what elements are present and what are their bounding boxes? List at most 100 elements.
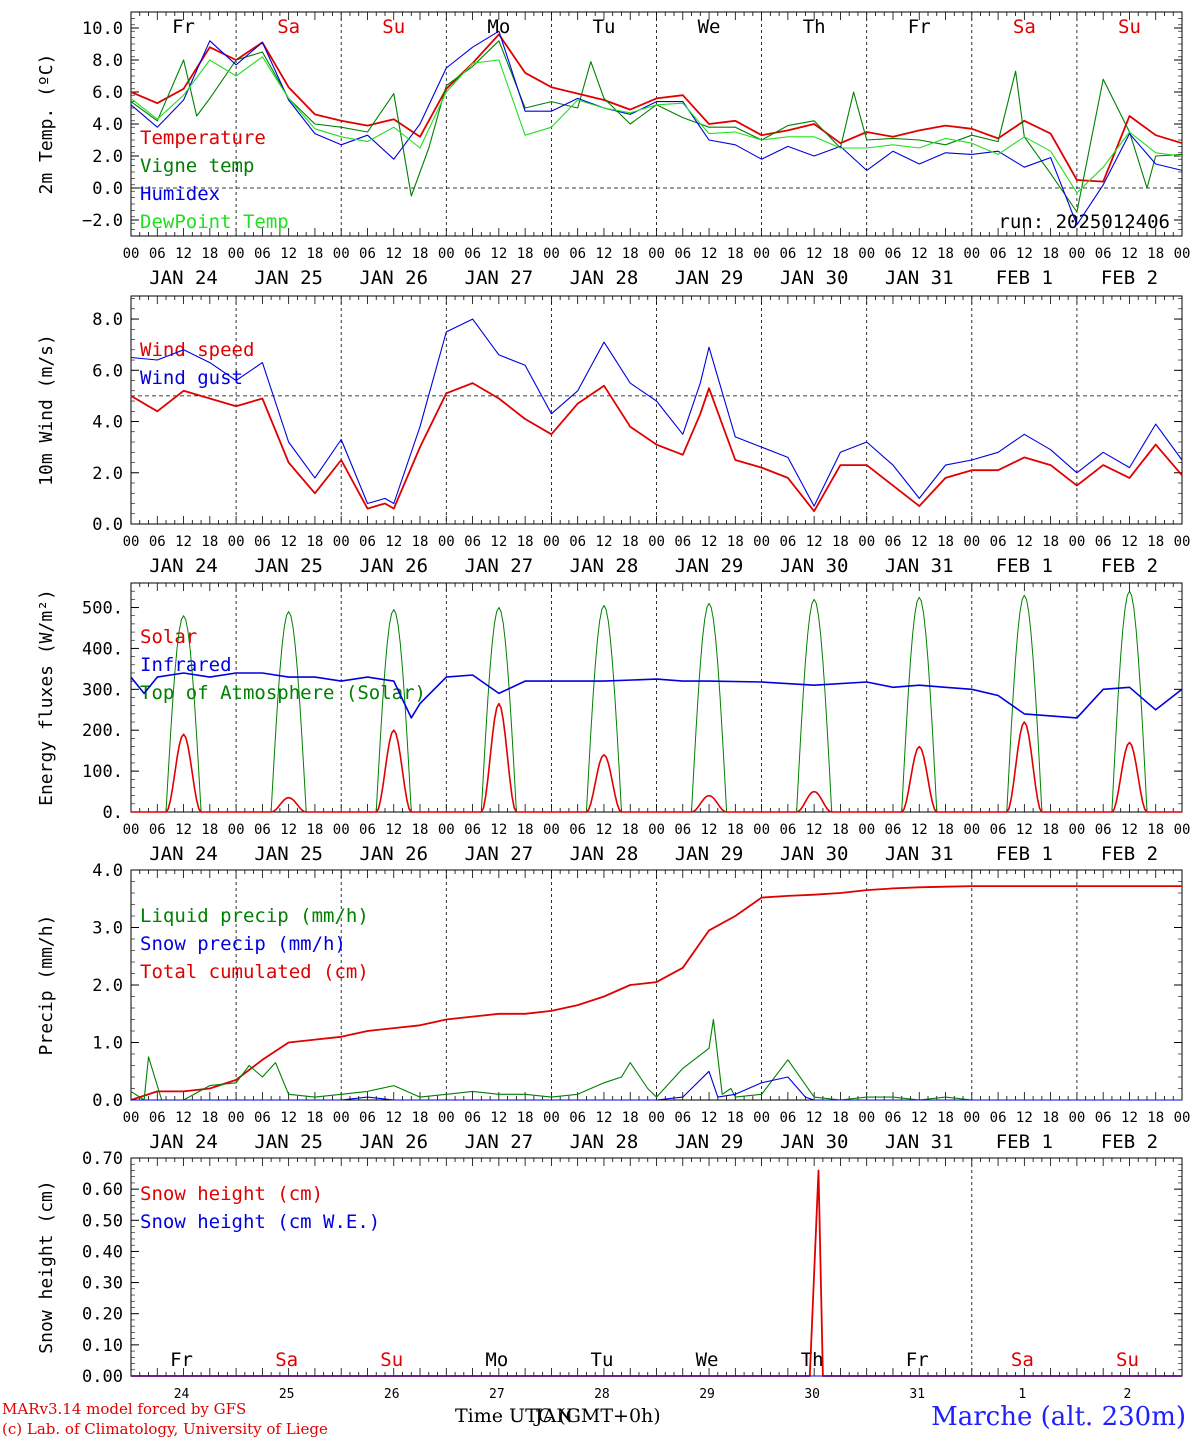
x-day-number: 31 xyxy=(909,1387,925,1402)
x-hour-label: 06 xyxy=(1095,822,1112,838)
x-hour-label: 00 xyxy=(1174,1110,1191,1126)
y-tick-label: 0.70 xyxy=(82,1149,123,1169)
x-day-number: 24 xyxy=(174,1387,190,1402)
y-tick-label: 0.10 xyxy=(82,1336,123,1356)
y-tick-label: 0.40 xyxy=(82,1242,123,1262)
x-hour-label: 06 xyxy=(990,822,1007,838)
legend-entry: Infrared xyxy=(140,654,232,676)
x-day-number: 1 xyxy=(1018,1387,1026,1402)
x-hour-label: 12 xyxy=(596,822,613,838)
x-day-label: JAN 27 xyxy=(465,555,534,577)
y-tick-label: −2.0 xyxy=(82,211,123,231)
weekday-label: Su xyxy=(380,1349,403,1371)
x-day-label: JAN 30 xyxy=(780,1131,849,1153)
x-hour-label: 00 xyxy=(438,534,455,550)
x-hour-label: 00 xyxy=(228,246,245,262)
x-hour-label: 18 xyxy=(1147,1110,1164,1126)
x-hour-label: 12 xyxy=(806,1110,823,1126)
x-hour-label: 12 xyxy=(1121,246,1138,262)
panel-3: 0. 100. 200. 300. 400. 500. Energy fluxes (W/m… xyxy=(36,582,1190,865)
x-hour-label: 18 xyxy=(412,534,429,550)
legend-entry: Total cumulated (cm) xyxy=(140,961,369,983)
legend-entry: Temperature xyxy=(140,127,266,149)
x-day-number: 25 xyxy=(279,1387,295,1402)
x-hour-label: 06 xyxy=(569,822,586,838)
series-liquid-precip-mm-h- xyxy=(130,1018,1182,1101)
x-day-label: FEB 1 xyxy=(996,555,1053,577)
y-axis-label: Precip (mm/h) xyxy=(36,915,57,1056)
x-hour-label: 06 xyxy=(569,1110,586,1126)
x-hour-label: 00 xyxy=(1174,534,1191,550)
x-hour-label: 18 xyxy=(412,822,429,838)
x-hour-label: 18 xyxy=(727,822,744,838)
x-hour-label: 12 xyxy=(280,822,297,838)
legend-entry: Snow height (cm W.E.) xyxy=(140,1211,380,1233)
x-hour-label: 12 xyxy=(701,1110,718,1126)
x-hour-label: 12 xyxy=(911,1110,928,1126)
x-day-label: JAN 29 xyxy=(675,843,744,865)
y-axis-label: 10m Wind (m/s) xyxy=(36,334,57,486)
x-day-label: JAN 25 xyxy=(254,267,323,289)
y-tick-label: 0.00 xyxy=(82,1367,123,1387)
series-temperature xyxy=(130,33,1183,183)
y-tick-label: 200. xyxy=(82,721,123,741)
y-tick-label: 6.0 xyxy=(92,361,123,381)
x-hour-label: 00 xyxy=(333,1110,350,1126)
x-hour-label: 18 xyxy=(517,822,534,838)
x-hour-label: 00 xyxy=(228,534,245,550)
x-day-label: FEB 2 xyxy=(1101,555,1158,577)
x-day-label: FEB 2 xyxy=(1101,843,1158,865)
x-hour-label: 06 xyxy=(1095,1110,1112,1126)
x-hour-label: 00 xyxy=(963,246,980,262)
x-hour-label: 12 xyxy=(490,246,507,262)
panel-5: 0.00 0.10 0.20 0.30 0.40 0.50 0.60 0.70 Snow hei… xyxy=(36,1149,1183,1402)
series-total-cumulated-cm- xyxy=(130,885,1182,1101)
x-day-label: JAN 30 xyxy=(780,843,849,865)
x-day-label: JAN 27 xyxy=(465,267,534,289)
x-hour-label: 12 xyxy=(806,246,823,262)
weekday-label: Sa xyxy=(275,1349,298,1371)
x-day-number: 28 xyxy=(594,1387,610,1402)
x-hour-label: 12 xyxy=(175,1110,192,1126)
x-hour-label: 00 xyxy=(438,1110,455,1126)
x-hour-label: 06 xyxy=(254,1110,271,1126)
y-tick-label: 500. xyxy=(82,599,123,619)
x-hour-label: 06 xyxy=(569,534,586,550)
y-tick-label: 6.0 xyxy=(92,83,123,103)
x-hour-label: 18 xyxy=(306,534,323,550)
x-hour-label: 06 xyxy=(674,246,691,262)
time-axis-title: Time UTC (GMT+0h) xyxy=(455,1405,661,1427)
x-hour-label: 18 xyxy=(201,822,218,838)
x-hour-label: 00 xyxy=(753,246,770,262)
x-hour-label: 12 xyxy=(806,822,823,838)
panel-2: 0.0 2.0 4.0 6.0 8.0 10m Wind (m/s) 00 06 12 18 JAN… xyxy=(36,295,1191,577)
x-hour-label: 18 xyxy=(727,246,744,262)
y-tick-label: 0.50 xyxy=(82,1211,123,1231)
x-hour-label: 18 xyxy=(1042,1110,1059,1126)
legend-entry: Wind speed xyxy=(140,339,254,361)
weekday-label: Tu xyxy=(591,1349,614,1371)
weekday-label: Sa xyxy=(277,16,300,38)
lab-credit: (c) Lab. of Climatology, University of L… xyxy=(2,1420,328,1438)
x-day-label: JAN 30 xyxy=(780,555,849,577)
x-day-label: JAN 27 xyxy=(465,1131,534,1153)
panel-1: −2.0 0.0 2.0 4.0 6.0 8.0 10.0 2m Temp. (ºC) 00 06… xyxy=(36,11,1190,289)
x-day-number: 29 xyxy=(699,1387,715,1402)
weekday-label: Fr xyxy=(172,16,195,38)
x-hour-label: 00 xyxy=(1068,534,1085,550)
x-day-label: JAN 31 xyxy=(885,843,954,865)
x-hour-label: 00 xyxy=(963,1110,980,1126)
y-axis-label: 2m Temp. (ºC) xyxy=(36,54,57,195)
x-hour-label: 00 xyxy=(228,822,245,838)
x-hour-label: 18 xyxy=(832,1110,849,1126)
x-hour-label: 12 xyxy=(701,246,718,262)
x-hour-label: 06 xyxy=(1095,246,1112,262)
series-infrared xyxy=(130,672,1183,719)
x-day-label: JAN 28 xyxy=(570,267,639,289)
y-tick-label: 2.0 xyxy=(92,147,123,167)
weekday-label: Tu xyxy=(593,16,616,38)
weekday-label: Su xyxy=(1116,1349,1139,1371)
x-hour-label: 00 xyxy=(648,822,665,838)
x-hour-label: 00 xyxy=(753,822,770,838)
y-axis-label: Energy fluxes (W/m²) xyxy=(36,589,57,806)
